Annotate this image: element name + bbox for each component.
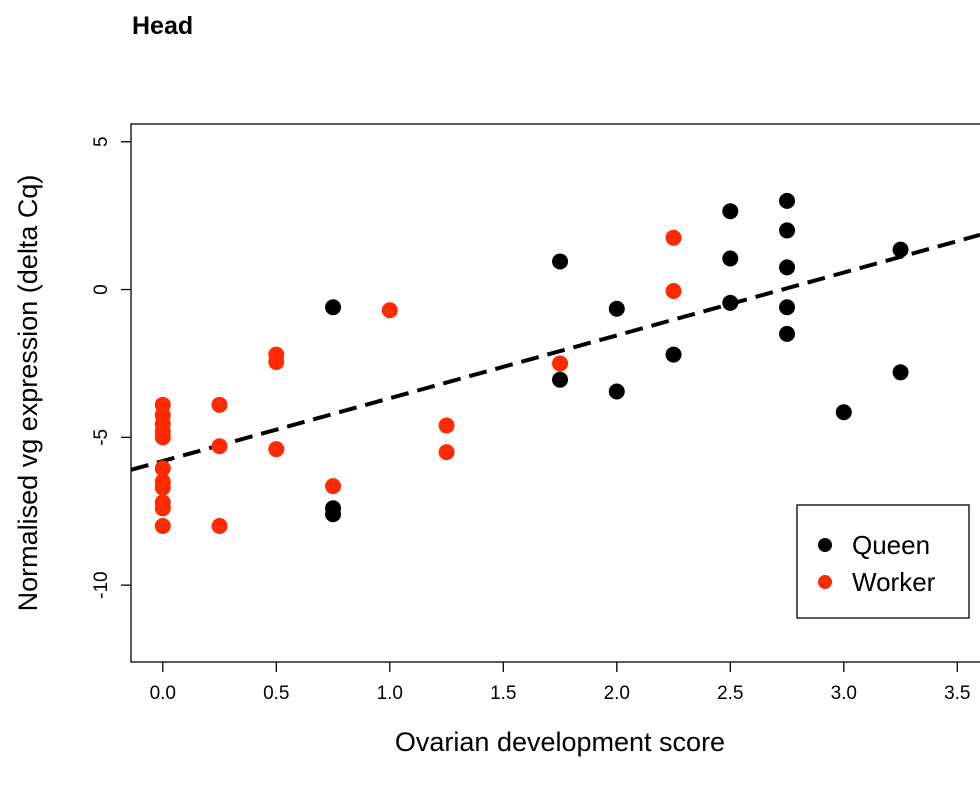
- data-point-queen: [722, 203, 739, 220]
- data-point-worker: [211, 438, 228, 455]
- y-tick-label: 5: [91, 136, 112, 147]
- data-point-worker: [381, 302, 398, 319]
- x-tick-label: 3.5: [944, 683, 970, 704]
- data-point-queen: [552, 371, 569, 388]
- data-point-worker: [268, 441, 285, 458]
- data-point-queen: [325, 506, 342, 523]
- x-tick-label: 2.5: [717, 683, 743, 704]
- data-point-worker: [438, 417, 455, 434]
- y-tick-label: -5: [91, 429, 112, 446]
- data-point-worker: [665, 229, 682, 246]
- legend-label: Worker: [852, 567, 936, 597]
- data-point-queen: [779, 325, 796, 342]
- data-points: [154, 192, 909, 535]
- data-point-queen: [722, 294, 739, 311]
- x-tick-label: 2.0: [604, 683, 630, 704]
- legend: Queen Worker: [796, 504, 970, 619]
- x-tick-label: 3.0: [831, 683, 857, 704]
- data-point-queen: [779, 259, 796, 276]
- y-tick-label: -10: [91, 571, 112, 598]
- data-point-worker: [154, 500, 171, 517]
- chart-title: Head: [132, 12, 193, 40]
- data-point-worker: [211, 518, 228, 535]
- x-axis-label: Ovarian development score: [395, 727, 725, 757]
- data-point-worker: [211, 396, 228, 413]
- data-point-worker: [154, 429, 171, 446]
- data-point-queen: [608, 383, 625, 400]
- x-tick-label: 1.0: [377, 683, 403, 704]
- data-point-queen: [779, 299, 796, 316]
- x-tick-label: 0.5: [263, 683, 289, 704]
- data-point-queen: [892, 241, 909, 258]
- trend-line-group: [130, 232, 980, 472]
- data-point-queen: [835, 404, 852, 421]
- data-point-queen: [779, 192, 796, 209]
- data-point-queen: [325, 299, 342, 316]
- plot-area: [130, 123, 980, 663]
- trend-line: [130, 232, 980, 472]
- legend-label: Queen: [852, 530, 930, 560]
- data-point-queen: [552, 253, 569, 270]
- data-point-queen: [665, 346, 682, 363]
- y-axis-label: Normalised vg expression (delta Cq): [13, 175, 43, 612]
- legend-marker: [818, 575, 832, 589]
- legend-marker: [818, 538, 832, 552]
- data-point-queen: [722, 250, 739, 267]
- data-point-worker: [154, 479, 171, 496]
- legend-box: [796, 504, 970, 619]
- data-point-worker: [268, 353, 285, 370]
- y-tick-label: 0: [91, 284, 112, 295]
- x-tick-label: 0.0: [150, 683, 176, 704]
- x-axis: 0.0 0.5 1.0 1.5 2.0 2.5 3.0 3.5: [150, 662, 971, 704]
- data-point-queen: [779, 222, 796, 239]
- data-point-queen: [608, 300, 625, 317]
- data-point-queen: [892, 364, 909, 381]
- data-point-worker: [154, 518, 171, 535]
- data-point-worker: [154, 460, 171, 477]
- x-tick-label: 1.5: [490, 683, 516, 704]
- data-point-worker: [325, 478, 342, 495]
- data-point-worker: [552, 355, 569, 372]
- data-point-worker: [665, 283, 682, 300]
- y-axis: 5 0 -5 -10: [91, 136, 131, 599]
- data-point-worker: [438, 444, 455, 461]
